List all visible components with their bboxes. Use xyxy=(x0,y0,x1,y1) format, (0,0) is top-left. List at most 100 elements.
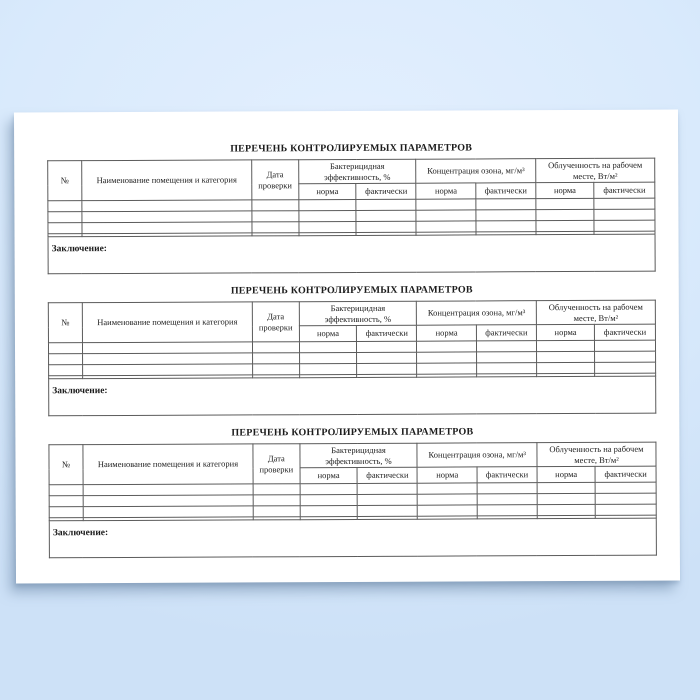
col-header-number: № xyxy=(48,444,84,485)
conclusion-row: Заключение: xyxy=(49,518,657,558)
subcol-header-norm: норма xyxy=(416,324,477,342)
page-content: ПЕРЕЧЕНЬ КОНТРОЛИРУЕМЫХ ПАРАМЕТРОВ № Наи… xyxy=(47,110,657,559)
empty-cell xyxy=(477,482,538,494)
col-header-ozone-concentration: Концентрация озона, мг/м³ xyxy=(416,300,537,326)
empty-cell xyxy=(82,341,253,354)
table-header: № Наименование помещения и категория Дат… xyxy=(48,442,657,485)
col-header-workplace-irradiance: Облученность на рабочем месте, Вт/м² xyxy=(536,300,656,325)
empty-cell xyxy=(356,352,417,364)
col-header-ozone-concentration: Концентрация озона, мг/м³ xyxy=(417,442,538,468)
parameters-table: № Наименование помещения и категория Дат… xyxy=(47,299,657,417)
empty-cell xyxy=(356,221,417,233)
col-header-bactericidal-effectiveness: Бактерицидная эффективность, % xyxy=(298,159,417,184)
empty-cell xyxy=(416,209,476,222)
subcol-header-actual: фактически xyxy=(594,182,655,199)
parameters-section: ПЕРЕЧЕНЬ КОНТРОЛИРУЕМЫХ ПАРАМЕТРОВ № Наи… xyxy=(48,426,657,559)
empty-cell xyxy=(253,494,300,506)
empty-cell xyxy=(537,482,596,494)
col-header-bactericidal-effectiveness: Бактерицидная эффективность, % xyxy=(299,443,418,468)
empty-cell xyxy=(251,210,299,222)
empty-cell xyxy=(535,220,595,232)
empty-cell xyxy=(48,342,83,354)
header-row-main: № Наименование помещения и категория Дат… xyxy=(47,158,655,201)
empty-cell xyxy=(298,210,357,222)
empty-cell xyxy=(299,341,357,353)
empty-cell xyxy=(82,352,253,365)
empty-cell xyxy=(356,363,418,375)
col-header-ozone-concentration: Концентрация озона, мг/м³ xyxy=(416,158,536,184)
empty-cell xyxy=(416,362,477,375)
empty-cell xyxy=(48,353,83,365)
empty-cell xyxy=(83,505,254,518)
col-header-check-date: Дата проверки xyxy=(252,301,300,342)
col-header-bactericidal-effectiveness: Бактерицидная эффективность, % xyxy=(298,301,417,326)
empty-cell xyxy=(49,484,84,496)
empty-cell xyxy=(476,351,537,363)
empty-cell xyxy=(299,363,357,375)
empty-cell xyxy=(535,198,595,210)
conclusion-row: Заключение: xyxy=(48,234,656,274)
empty-cell xyxy=(299,494,358,506)
header-row-main: № Наименование помещения и категория Дат… xyxy=(48,442,657,485)
empty-cell xyxy=(49,495,84,507)
empty-cell xyxy=(48,364,83,376)
empty-cell xyxy=(81,199,252,212)
empty-cell xyxy=(83,483,254,496)
empty-cell xyxy=(299,505,358,517)
empty-cell xyxy=(475,220,536,232)
empty-cell xyxy=(594,362,656,374)
conclusion-label: Заключение: xyxy=(52,528,109,539)
empty-cell xyxy=(357,494,418,506)
header-row-main: № Наименование помещения и категория Дат… xyxy=(48,300,656,343)
empty-cell xyxy=(299,483,358,495)
table-header: № Наименование помещения и категория Дат… xyxy=(47,158,655,201)
empty-cell xyxy=(537,504,596,516)
subcol-header-actual: фактически xyxy=(356,183,417,200)
empty-cell xyxy=(83,494,254,507)
subcol-header-actual: фактически xyxy=(594,324,656,341)
parameters-table: № Наименование помещения и категория Дат… xyxy=(48,441,657,559)
empty-cell xyxy=(417,482,478,495)
empty-cell xyxy=(47,211,82,223)
col-header-check-date: Дата проверки xyxy=(252,443,300,484)
subcol-header-actual: фактически xyxy=(476,466,538,483)
empty-cell xyxy=(475,209,536,221)
section-title: ПЕРЕЧЕНЬ КОНТРОЛИРУЕМЫХ ПАРАМЕТРОВ xyxy=(230,142,473,155)
subcol-header-norm: норма xyxy=(535,182,595,199)
col-header-number: № xyxy=(47,160,82,201)
empty-cell xyxy=(253,505,300,517)
empty-cell xyxy=(357,483,418,495)
section-title: ПЕРЕЧЕНЬ КОНТРОЛИРУЕМЫХ ПАРАМЕТРОВ xyxy=(231,426,474,439)
empty-cell xyxy=(594,220,655,232)
empty-cell xyxy=(298,221,357,233)
conclusion-row: Заключение: xyxy=(48,376,656,416)
parameters-section: ПЕРЕЧЕНЬ КОНТРОЛИРУЕМЫХ ПАРАМЕТРОВ № Наи… xyxy=(47,142,656,275)
subcol-header-actual: фактически xyxy=(475,182,536,199)
table-body: Заключение: xyxy=(49,482,657,558)
empty-cell xyxy=(81,221,252,234)
col-header-room-name: Наименование помещения и категория xyxy=(82,301,253,343)
empty-cell xyxy=(416,198,476,211)
table-header: № Наименование помещения и категория Дат… xyxy=(48,300,656,343)
empty-cell xyxy=(594,198,655,210)
col-header-room-name: Наименование помещения и категория xyxy=(81,159,252,201)
parameters-section: ПЕРЕЧЕНЬ КОНТРОЛИРУЕМЫХ ПАРАМЕТРОВ № Наи… xyxy=(47,284,657,417)
empty-cell xyxy=(47,200,82,212)
col-header-workplace-irradiance: Облученность на рабочем месте, Вт/м² xyxy=(536,442,657,467)
subcol-header-actual: фактически xyxy=(357,467,418,484)
empty-cell xyxy=(537,493,596,505)
empty-cell xyxy=(417,493,478,506)
subcol-header-norm: норма xyxy=(298,183,357,200)
empty-cell xyxy=(594,340,656,352)
col-header-check-date: Дата проверки xyxy=(251,159,299,200)
empty-cell xyxy=(299,352,357,364)
subcol-header-actual: фактически xyxy=(595,466,657,483)
empty-cell xyxy=(416,220,476,233)
empty-cell xyxy=(298,199,357,211)
table-body: Заключение: xyxy=(47,198,656,274)
document-page: ПЕРЕЧЕНЬ КОНТРОЛИРУЕМЫХ ПАРАМЕТРОВ № Наи… xyxy=(13,109,681,584)
empty-cell xyxy=(536,340,595,352)
empty-cell xyxy=(252,341,300,353)
col-header-room-name: Наименование помещения и категория xyxy=(82,443,254,485)
